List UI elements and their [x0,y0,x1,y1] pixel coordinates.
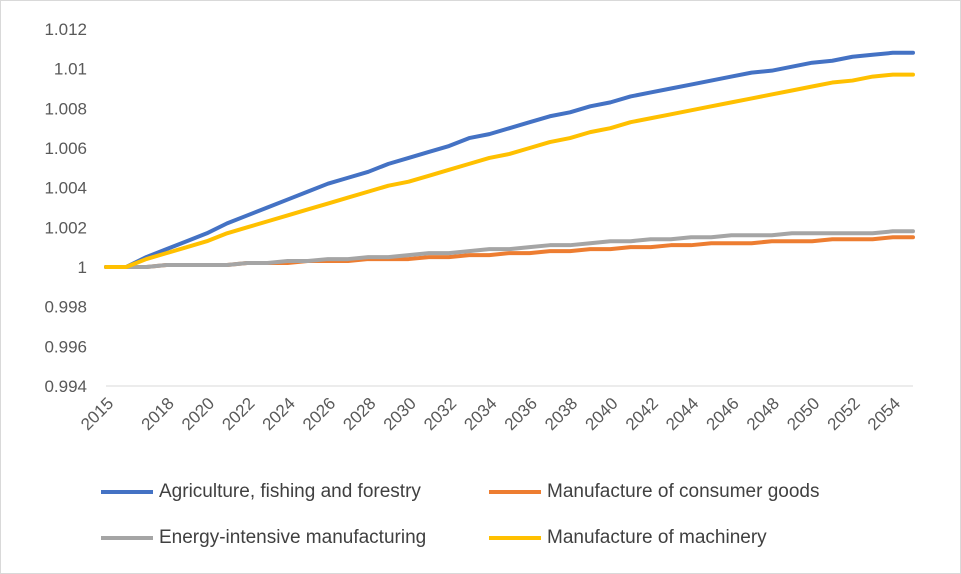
legend-swatch-energy-intensive [101,536,153,540]
x-tick-label: 2054 [864,394,904,434]
x-tick-label: 2048 [743,394,783,434]
x-tick-label: 2028 [339,394,379,434]
x-axis-tick-labels: 2015 2018 2020 2022 2024 2026 2028 2030 2032 2034… [77,394,904,434]
x-tick-label: 2024 [259,394,299,434]
legend-label-agriculture: Agriculture, fishing and forestry [159,481,421,502]
y-tick-label: 0.994 [44,377,87,396]
x-tick-label: 2036 [501,394,541,434]
x-tick-label: 2050 [783,394,823,434]
x-tick-label: 2034 [460,394,500,434]
x-tick-label: 2046 [703,394,743,434]
y-axis-tick-labels: 0.994 0.996 0.998 1 1.002 1.004 1.006 1.008 1.01… [44,20,87,396]
x-tick-label: 2038 [541,394,581,434]
legend-item-machinery: Manufacture of machinery [489,527,767,549]
series-line-manufacture-of-consumer-goods [104,235,915,269]
legend-label-consumer-goods: Manufacture of consumer goods [547,481,820,502]
y-tick-label: 1.012 [44,20,87,39]
x-tick-label: 2026 [299,394,339,434]
y-tick-label: 1.006 [44,139,87,158]
legend-item-energy-intensive: Energy-intensive manufacturing [101,527,426,549]
y-tick-label: 1.004 [44,179,87,198]
x-tick-label: 2022 [218,394,258,434]
y-tick-label: 0.998 [44,298,87,317]
series-line-energy-intensive-manufacturing [104,229,915,269]
x-tick-label: 2032 [420,394,460,434]
legend-swatch-consumer-goods [489,490,541,494]
y-tick-label: 1.01 [54,60,87,79]
legend-label-machinery: Manufacture of machinery [547,527,767,548]
y-tick-label: 1.008 [44,99,87,118]
line-chart: 0.994 0.996 0.998 1 1.002 1.004 1.006 1.008 1.01… [44,20,915,434]
legend-item-consumer-goods: Manufacture of consumer goods [489,481,820,503]
x-tick-label: 2030 [380,394,420,434]
y-tick-label: 0.996 [44,337,87,356]
legend-item-agriculture: Agriculture, fishing and forestry [101,481,421,503]
x-tick-label: 2018 [138,394,178,434]
legend-label-energy-intensive: Energy-intensive manufacturing [159,527,427,548]
x-tick-label: 2015 [77,394,117,434]
legend-swatch-agriculture [101,490,153,494]
series-line-manufacture-of-machinery [104,72,915,269]
legend-swatch-machinery [489,536,541,540]
x-tick-label: 2020 [178,394,218,434]
series-line-agriculture-fishing-and-forestry [104,50,915,269]
y-tick-label: 1.002 [44,218,87,237]
x-tick-label: 2052 [824,394,864,434]
y-tick-label: 1 [78,258,87,277]
x-tick-label: 2044 [662,394,702,434]
x-tick-label: 2042 [622,394,662,434]
series-lines [104,50,915,269]
x-tick-label: 2040 [582,394,622,434]
